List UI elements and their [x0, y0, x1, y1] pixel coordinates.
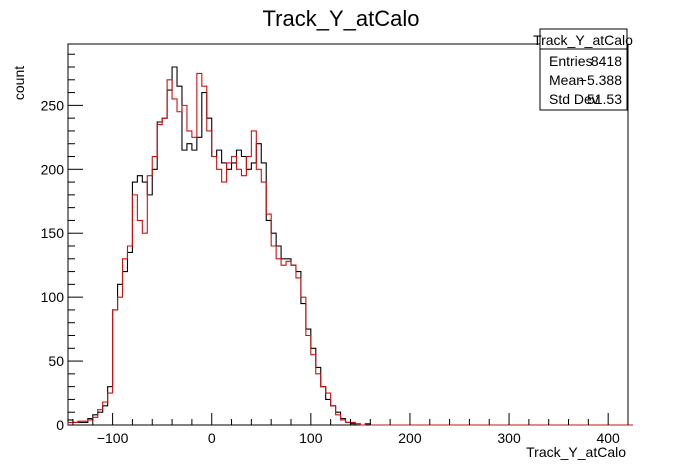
y-tick-label: 0 — [56, 417, 64, 433]
y-tick-label: 200 — [41, 161, 65, 177]
x-axis: −100 0 100 200 300 400 — [72, 413, 629, 446]
histogram-series-1 — [67, 72, 633, 426]
series-layer — [67, 66, 633, 426]
histogram-series-0 — [67, 66, 633, 426]
x-tick-label: 0 — [208, 430, 216, 446]
y-tick-label: 100 — [41, 289, 65, 305]
x-tick-label: 100 — [299, 430, 323, 446]
y-axis-label: count — [11, 66, 27, 100]
plot-frame — [67, 43, 629, 426]
stats-entries-value: 8418 — [591, 53, 622, 69]
x-tick-label: 300 — [497, 430, 521, 446]
stats-mean-label: Mean — [549, 72, 584, 88]
stats-box-title: Track_Y_atCalo — [533, 32, 633, 48]
y-tick-label: 150 — [41, 225, 65, 241]
x-tick-label: −100 — [97, 430, 129, 446]
y-tick-label: 250 — [41, 97, 65, 113]
y-tick-label: 50 — [48, 353, 64, 369]
x-tick-label: 400 — [596, 430, 620, 446]
y-axis: 0 50 100 150 200 250 — [41, 53, 83, 433]
stats-entries-label: Entries — [549, 53, 593, 69]
chart-title: Track_Y_atCalo — [263, 6, 420, 31]
x-axis-label: Track_Y_atCalo — [526, 444, 626, 460]
x-tick-label: 200 — [398, 430, 422, 446]
stats-stddev-label: Std Dev — [549, 91, 599, 107]
stats-box-frame — [539, 28, 628, 111]
stats-box: Track_Y_atCalo Entries 8418 Mean −5.388 … — [533, 28, 633, 111]
stats-stddev-value: 51.53 — [587, 91, 622, 107]
stats-mean-value: −5.388 — [579, 72, 622, 88]
